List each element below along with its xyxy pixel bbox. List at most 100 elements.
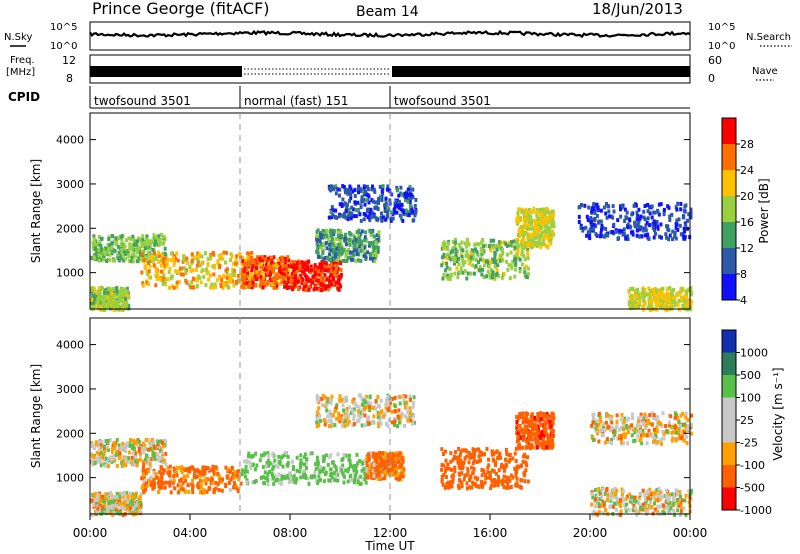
heatmap-cell [332, 208, 336, 213]
heatmap-cell [313, 470, 317, 475]
heatmap-cell [527, 444, 531, 449]
heatmap-cell [319, 271, 323, 276]
heatmap-cell [318, 262, 322, 267]
heatmap-cell [206, 477, 210, 482]
heatmap-cell [229, 258, 233, 262]
heatmap-cell [273, 474, 277, 479]
heatmap-cell [182, 272, 185, 277]
heatmap-cell [112, 495, 116, 500]
heatmap-cell [251, 453, 255, 458]
heatmap-cell [290, 278, 294, 283]
heatmap-cell [330, 475, 334, 480]
heatmap-cell [108, 492, 112, 497]
heatmap-cell [157, 254, 161, 259]
heatmap-cell [281, 454, 285, 459]
heatmap-cell [540, 242, 544, 247]
heatmap-cell [287, 263, 291, 268]
heatmap-cell [342, 480, 346, 485]
heatmap-cell [316, 479, 320, 484]
heatmap-cell [122, 291, 126, 296]
heatmap-cell [345, 237, 349, 242]
heatmap-cell [332, 229, 336, 234]
heatmap-cell [319, 232, 322, 237]
heatmap-cell [358, 459, 362, 463]
heatmap-cell [124, 456, 128, 461]
heatmap-cell [321, 251, 325, 256]
heatmap-cell [448, 277, 452, 281]
heatmap-cell [346, 469, 350, 474]
heatmap-cell [117, 511, 121, 516]
heatmap-cell [273, 276, 277, 281]
heatmap-cell [543, 426, 547, 430]
heatmap-cell [647, 421, 651, 426]
heatmap-cell [512, 239, 516, 244]
heatmap-cell [107, 464, 111, 469]
heatmap-cell [270, 472, 274, 477]
heatmap-cell [348, 184, 352, 189]
heatmap-cell [98, 508, 101, 513]
heatmap-cell [358, 244, 362, 249]
heatmap-cell [530, 437, 534, 442]
heatmap-cell [652, 413, 656, 418]
heatmap-cell [101, 248, 105, 253]
heatmap-cell [359, 258, 363, 263]
heatmap-cell [291, 271, 295, 276]
heatmap-cell [495, 449, 499, 454]
heatmap-cell [546, 437, 550, 442]
heatmap-cell [532, 229, 536, 234]
heatmap-cell [208, 254, 212, 259]
heatmap-cell [524, 214, 528, 219]
heatmap-cell [526, 250, 530, 255]
heatmap-cell [140, 254, 144, 258]
heatmap-cell [443, 268, 447, 273]
heatmap-cell [441, 276, 445, 281]
heatmap-cell [352, 214, 356, 219]
heatmap-cell [156, 480, 160, 485]
heatmap-cell [250, 277, 254, 282]
heatmap-cell [104, 464, 108, 468]
heatmap-cell [344, 453, 348, 458]
heatmap-cell [542, 235, 546, 240]
heatmap-cell [343, 188, 347, 193]
heatmap-cell [94, 493, 98, 498]
heatmap-cell [363, 471, 367, 476]
heatmap-cell [395, 188, 399, 193]
heatmap-cell [118, 494, 121, 499]
heatmap-cell [647, 303, 651, 308]
heatmap-cell [391, 216, 395, 221]
heatmap-cell [550, 235, 554, 240]
heatmap-cell [275, 283, 279, 288]
heatmap-cell [539, 417, 543, 422]
date-title: 18/Jun/2013 [592, 0, 683, 18]
heatmap-cell [210, 282, 214, 287]
heatmap-cell [440, 263, 444, 268]
heatmap-cell [190, 280, 194, 285]
heatmap-cell [184, 478, 188, 483]
heatmap-cell [255, 277, 259, 281]
heatmap-cell [489, 486, 493, 491]
heatmap-cell [388, 198, 392, 203]
heatmap-cell [314, 272, 318, 277]
heatmap-cell [534, 440, 538, 445]
heatmap-cell [539, 411, 542, 416]
heatmap-cell [126, 505, 130, 510]
heatmap-cell [487, 244, 491, 249]
heatmap-cell [633, 300, 637, 305]
heatmap-cell [119, 243, 123, 248]
heatmap-cell [667, 237, 671, 242]
heatmap-cell [475, 460, 479, 464]
heatmap-cell [548, 419, 552, 424]
heatmap-cell [449, 480, 453, 485]
heatmap-cell [468, 478, 471, 482]
colorbar-swatch [722, 196, 736, 223]
heatmap-cell [291, 286, 295, 291]
heatmap-cell [97, 292, 101, 297]
heatmap-cell [323, 286, 327, 291]
heatmap-cell [368, 252, 372, 257]
heatmap-cell [294, 271, 298, 276]
heatmap-cell [270, 260, 274, 265]
heatmap-cell [115, 449, 118, 454]
heatmap-cell [128, 243, 132, 248]
heatmap-cell [329, 453, 333, 458]
heatmap-cell [220, 278, 224, 283]
